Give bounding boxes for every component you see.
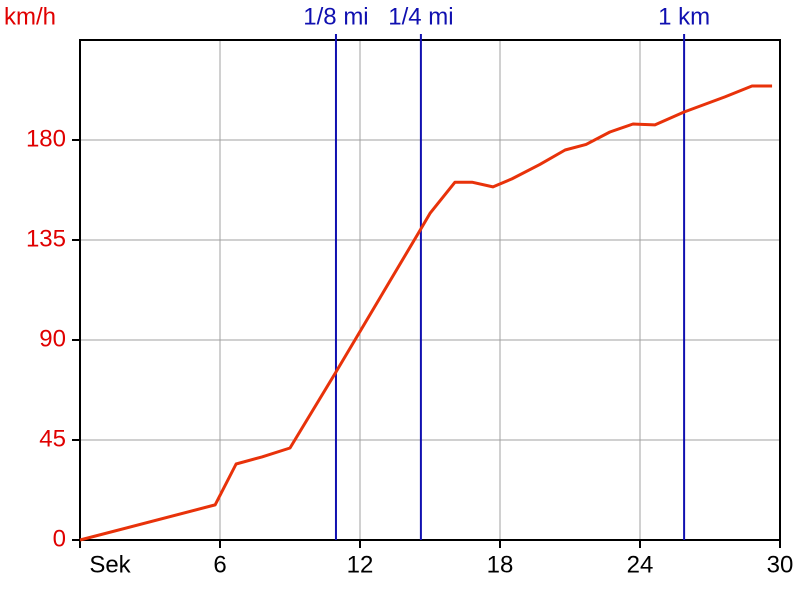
x-tick-label: 24 [627,551,654,578]
y-tick-label: 135 [26,225,66,252]
marker-label: 1 km [658,3,710,30]
y-tick-label: 0 [53,525,66,552]
y-tick-label: 180 [26,125,66,152]
x-tick-label: Sek [89,551,131,578]
y-tick-label: 90 [39,325,66,352]
x-tick-label: 18 [487,551,514,578]
y-axis-label: km/h [4,3,56,30]
speed-line [79,84,773,542]
y-tick-label: 45 [39,425,66,452]
x-tick-label: 6 [213,551,226,578]
marker-label: 1/4 mi [388,3,453,30]
plot-frame [79,39,781,541]
x-tick-label: 30 [767,551,794,578]
marker-label: 1/8 mi [303,3,368,30]
x-tick-label: 12 [347,551,374,578]
